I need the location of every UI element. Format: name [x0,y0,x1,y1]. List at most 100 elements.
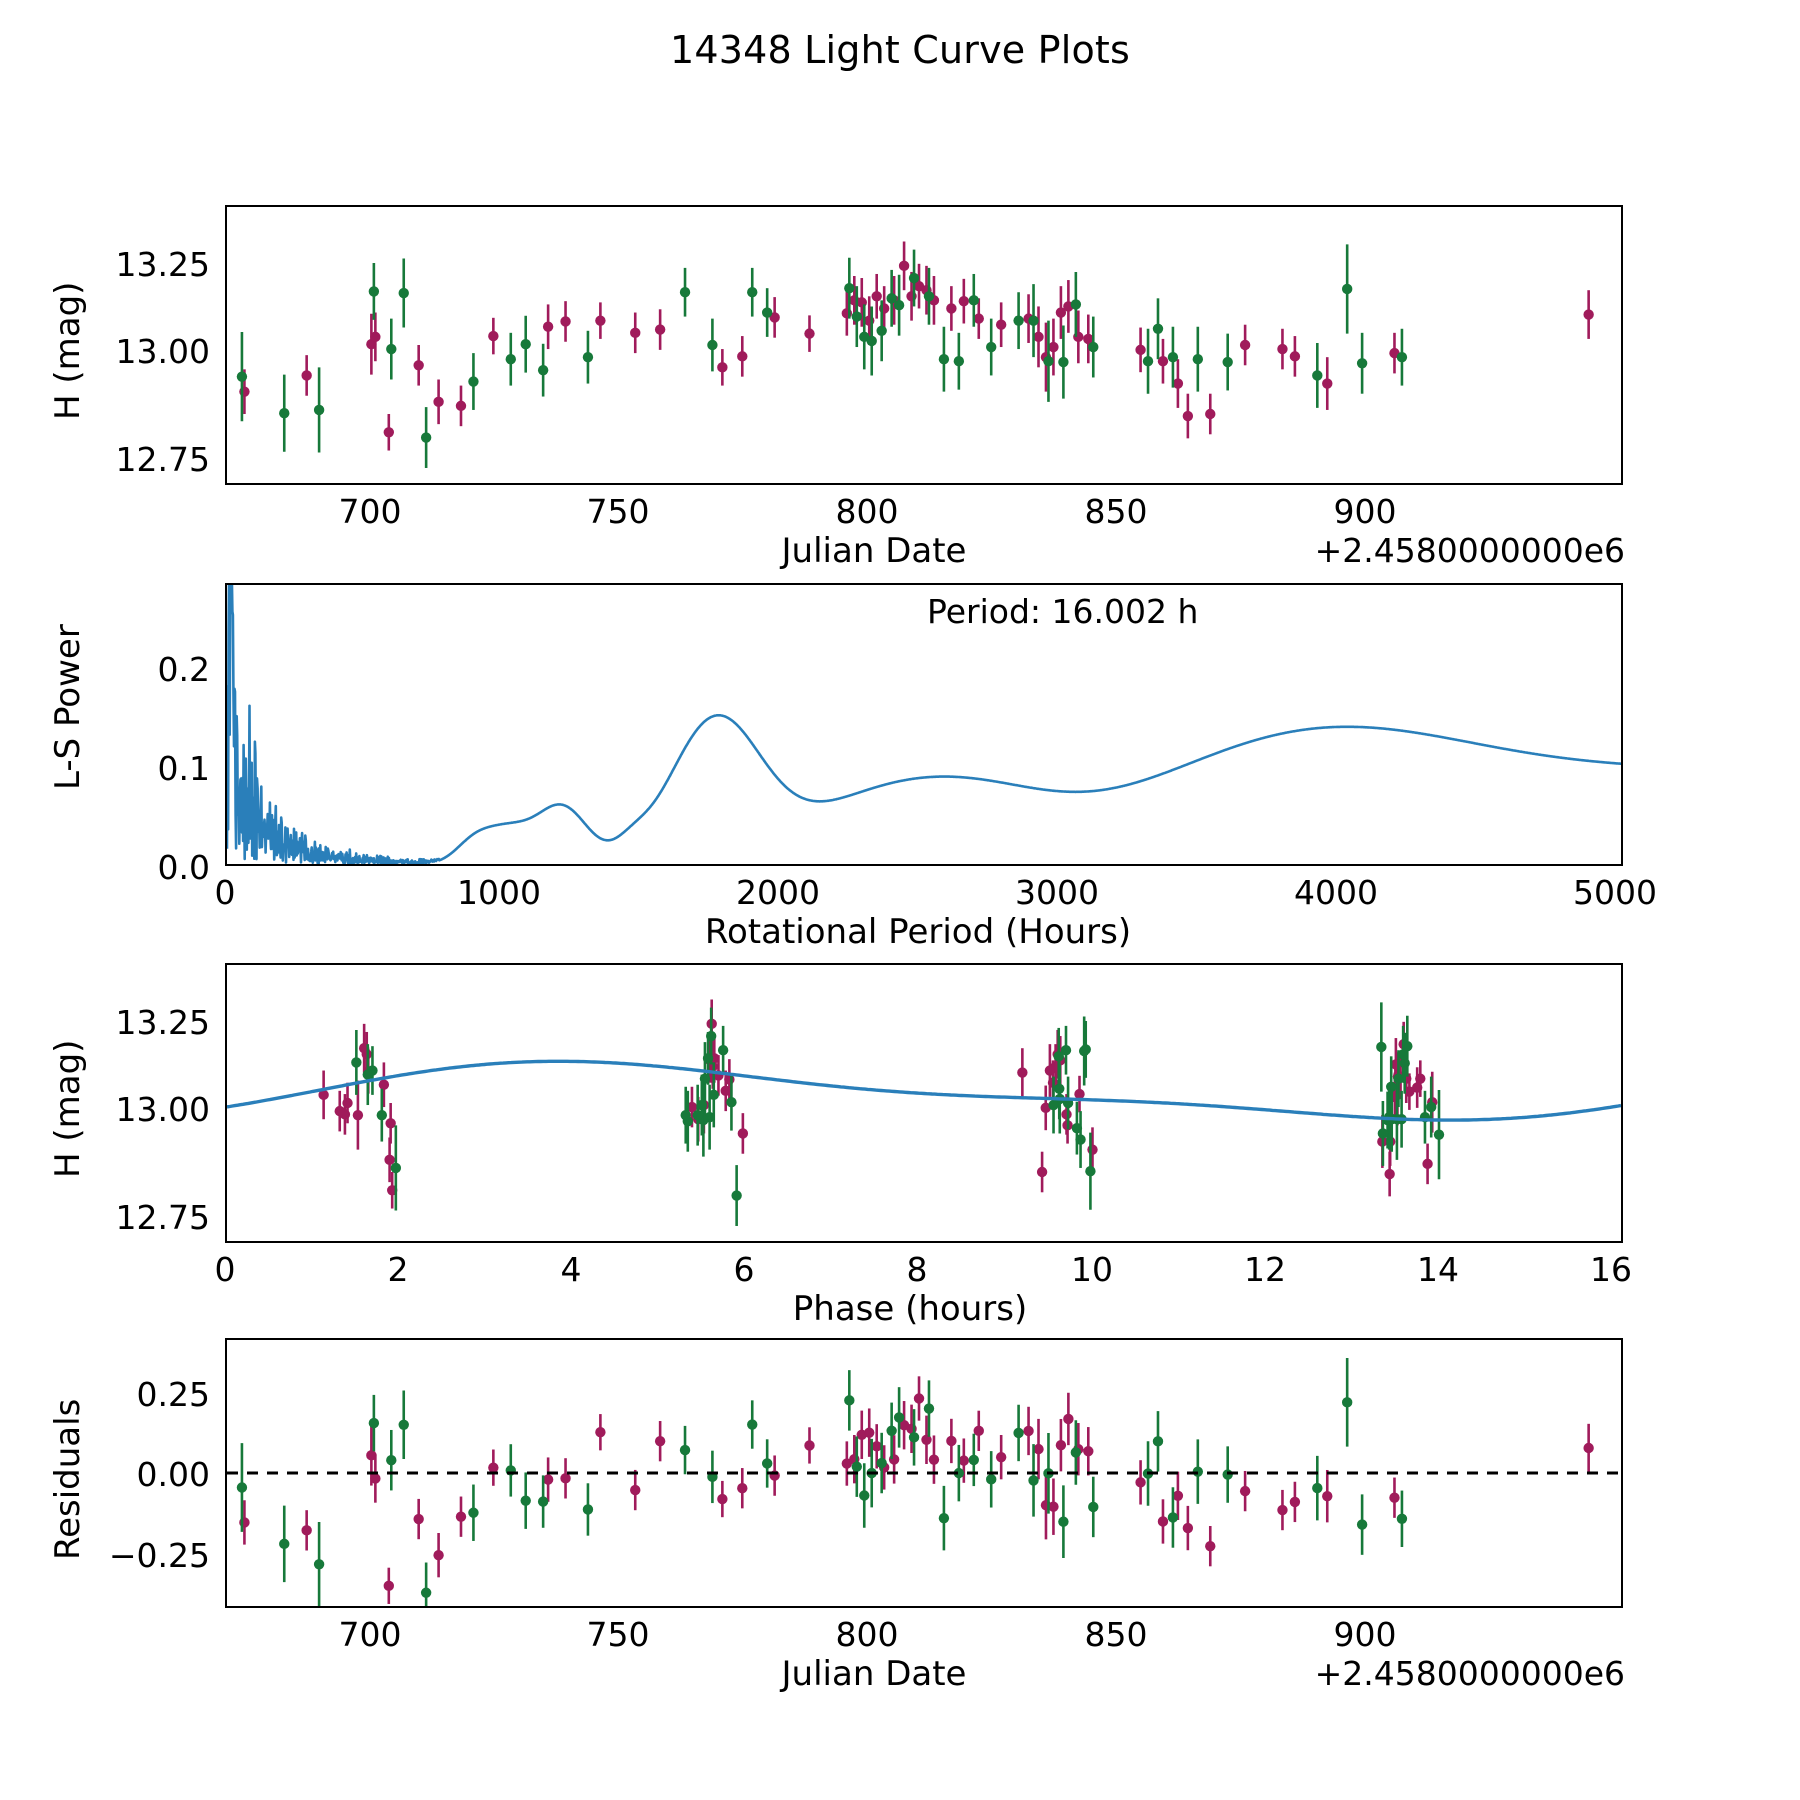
phase-folded-plot-area [227,999,1621,1226]
x-tickmark [1397,483,1399,485]
residuals-xlabel: Julian Date [781,1654,967,1694]
x-tickmark [1148,1606,1150,1608]
xtick-label: 900 [1333,492,1397,531]
x-tickmark [1266,1241,1268,1243]
y-tickmark [225,361,227,363]
residuals-axes [225,1338,1623,1608]
xtick-label: 14 [1417,1250,1459,1289]
ytick-label: 13.25 [115,1003,210,1042]
xtick-label: 1000 [457,873,541,912]
y-tickmark [225,1574,227,1576]
x-tickmark [1093,1241,1095,1243]
ytick-label: 0.1 [157,749,210,788]
x-tickmark [227,1241,229,1243]
phase-series-series_a [318,999,1438,1209]
x-tickmark [400,1241,402,1243]
ytick-label: −0.25 [108,1536,210,1575]
x-tickmark [650,483,652,485]
residuals-plot-area [227,1357,1621,1606]
residuals-ylabel: Residuals [48,1398,88,1560]
y-tickmark [225,757,227,759]
y-tickmark [225,1119,227,1121]
ytick-label: 0.25 [136,1375,210,1414]
x-tickmark [899,1606,901,1608]
xtick-label: 16 [1590,1250,1632,1289]
y-tickmark [225,1221,227,1223]
xtick-label: 4000 [1294,873,1378,912]
phase-series-series_b [351,1002,1445,1226]
y-tickmark [225,1018,227,1020]
ytick-label: 13.00 [115,1090,210,1129]
xtick-label: 2 [387,1250,409,1289]
xtick-label: 850 [1084,492,1148,531]
x-tickmark [747,1241,749,1243]
phase-folded-axes [225,963,1623,1243]
xtick-label: 800 [835,492,899,531]
ytick-label: 13.00 [115,332,210,371]
phase-folded-ylabel: H (mag) [48,1039,88,1178]
y-tickmark [225,864,227,866]
x-tickmark [401,1606,403,1608]
residual-series-series_b [236,1357,1408,1606]
y-tickmark [225,1372,227,1374]
phase-folded-xlabel: Phase (hours) [792,1289,1028,1329]
xtick-label: 0 [214,873,236,912]
xtick-label: 5000 [1573,873,1657,912]
xtick-label: 800 [835,1615,899,1654]
x-tickmark [650,1606,652,1608]
x-tickmark [1063,864,1065,866]
x-tickmark [1397,1606,1399,1608]
x-tickmark [1439,1241,1441,1243]
xtick-label: 8 [906,1250,928,1289]
xtick-label: 3000 [1015,873,1099,912]
xtick-label: 900 [1333,1615,1397,1654]
page-title: 14348 Light Curve Plots [669,28,1131,72]
x-tickmark [1621,864,1623,866]
xtick-label: 12 [1244,1250,1286,1289]
x-tickmark [506,864,508,866]
y-tickmark [225,1473,227,1475]
ytick-label: 0.00 [136,1455,210,1494]
xtick-label: 700 [338,1615,402,1654]
xtick-label: 4 [560,1250,582,1289]
residual-series-series_a [239,1376,1594,1604]
x-tickmark [1612,1241,1614,1243]
periodogram-axes [225,583,1623,866]
sine-fit-curve [227,1059,1621,1122]
y-tickmark [225,649,227,651]
xtick-label: 0 [214,1250,236,1289]
xtick-label: 750 [586,492,650,531]
ytick-label: 12.75 [115,1198,210,1237]
x-tickmark [227,864,229,866]
x-tickmark [1342,864,1344,866]
x-tickmark [899,483,901,485]
lightcurve-axes [225,205,1623,485]
ytick-label: 13.25 [115,245,210,284]
lightcurve-x-offset: +2.4580000000e6 [1314,531,1625,570]
x-tickmark [785,864,787,866]
xtick-label: 2000 [736,873,820,912]
periodogram-xlabel: Rotational Period (Hours) [704,912,1132,952]
x-tickmark [573,1241,575,1243]
ytick-label: 0.0 [157,848,210,887]
xtick-label: 700 [338,492,402,531]
residuals-x-offset: +2.4580000000e6 [1314,1654,1625,1693]
y-tickmark [225,463,227,465]
ytick-label: 12.75 [115,440,210,479]
data-series-series_b [236,244,1408,468]
periodogram-ylabel: L-S Power [48,624,88,790]
xtick-label: 750 [586,1615,650,1654]
data-series-series_a [239,241,1594,451]
periodogram-plot-area [227,585,1621,864]
lightcurve-xlabel: Julian Date [781,531,967,571]
xtick-label: 10 [1071,1250,1113,1289]
x-tickmark [401,483,403,485]
xtick-label: 6 [733,1250,755,1289]
period-annotation: Period: 16.002 h [927,592,1199,631]
x-tickmark [920,1241,922,1243]
lightcurve-ylabel: H (mag) [48,281,88,420]
xtick-label: 850 [1084,1615,1148,1654]
ytick-label: 0.2 [157,650,210,689]
lightcurve-plot-area [236,241,1594,468]
